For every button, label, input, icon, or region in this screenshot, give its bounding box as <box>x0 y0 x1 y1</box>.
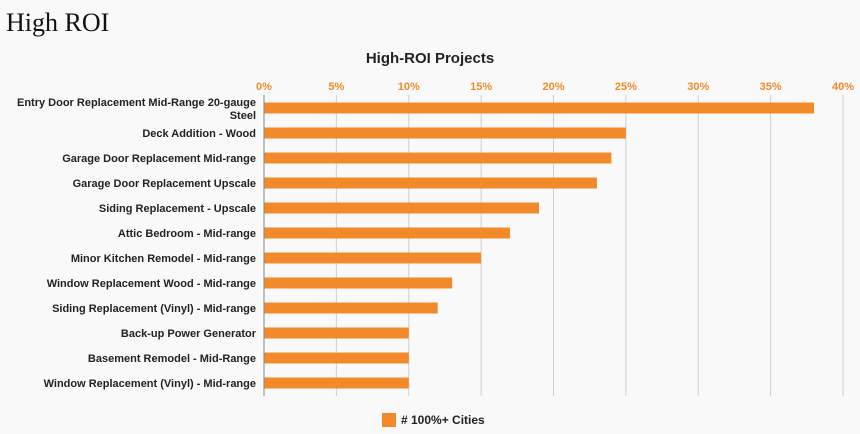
bar[interactable] <box>264 377 409 389</box>
bar[interactable] <box>264 102 815 114</box>
bar[interactable] <box>264 227 511 239</box>
bar[interactable] <box>264 302 438 314</box>
category-label: Siding Replacement - Upscale <box>99 203 256 215</box>
category-labels: Entry Door Replacement Mid-Range 20-gaug… <box>17 97 257 390</box>
x-tick-label: 10% <box>398 81 420 93</box>
x-tick-label: 40% <box>832 81 854 93</box>
category-label: Window Replacement Wood - Mid-range <box>47 278 256 290</box>
category-label: Garage Door Replacement Upscale <box>73 178 256 190</box>
page-heading: High ROI <box>6 8 110 37</box>
category-label: Back-up Power Generator <box>121 328 257 340</box>
bars <box>264 102 815 389</box>
bar[interactable] <box>264 327 409 339</box>
bar[interactable] <box>264 177 597 189</box>
x-tick-label: 15% <box>470 81 492 93</box>
legend-label: # 100%+ Cities <box>401 413 485 427</box>
x-tick-label: 30% <box>687 81 709 93</box>
bar[interactable] <box>264 202 540 214</box>
category-label: Basement Remodel - Mid-Range <box>88 353 256 365</box>
bar[interactable] <box>264 152 612 164</box>
legend-swatch <box>382 413 396 427</box>
legend[interactable]: # 100%+ Cities <box>382 413 485 427</box>
x-tick-label: 35% <box>760 81 782 93</box>
bar[interactable] <box>264 127 626 139</box>
x-tick-label: 25% <box>615 81 637 93</box>
x-axis-ticks: 0% 5% 10% 15% 20% 25% 30% 35% 40% <box>256 81 854 93</box>
bar[interactable] <box>264 352 409 364</box>
x-tick-label: 0% <box>256 81 272 93</box>
bar[interactable] <box>264 277 453 289</box>
category-label: Deck Addition - Wood <box>142 128 256 140</box>
bar[interactable] <box>264 252 482 264</box>
x-tick-label: 5% <box>328 81 344 93</box>
category-label: Minor Kitchen Remodel - Mid-range <box>71 253 256 265</box>
category-label: Attic Bedroom - Mid-range <box>118 228 256 240</box>
x-tick-label: 20% <box>542 81 564 93</box>
chart-title: High-ROI Projects <box>366 50 494 67</box>
category-label: Garage Door Replacement Mid-range <box>62 153 256 165</box>
category-label: Entry Door Replacement Mid-Range 20-gaug… <box>17 97 256 122</box>
category-label: Siding Replacement (Vinyl) - Mid-range <box>52 303 256 315</box>
category-label: Window Replacement (Vinyl) - Mid-range <box>44 378 256 390</box>
gridlines <box>263 95 844 396</box>
